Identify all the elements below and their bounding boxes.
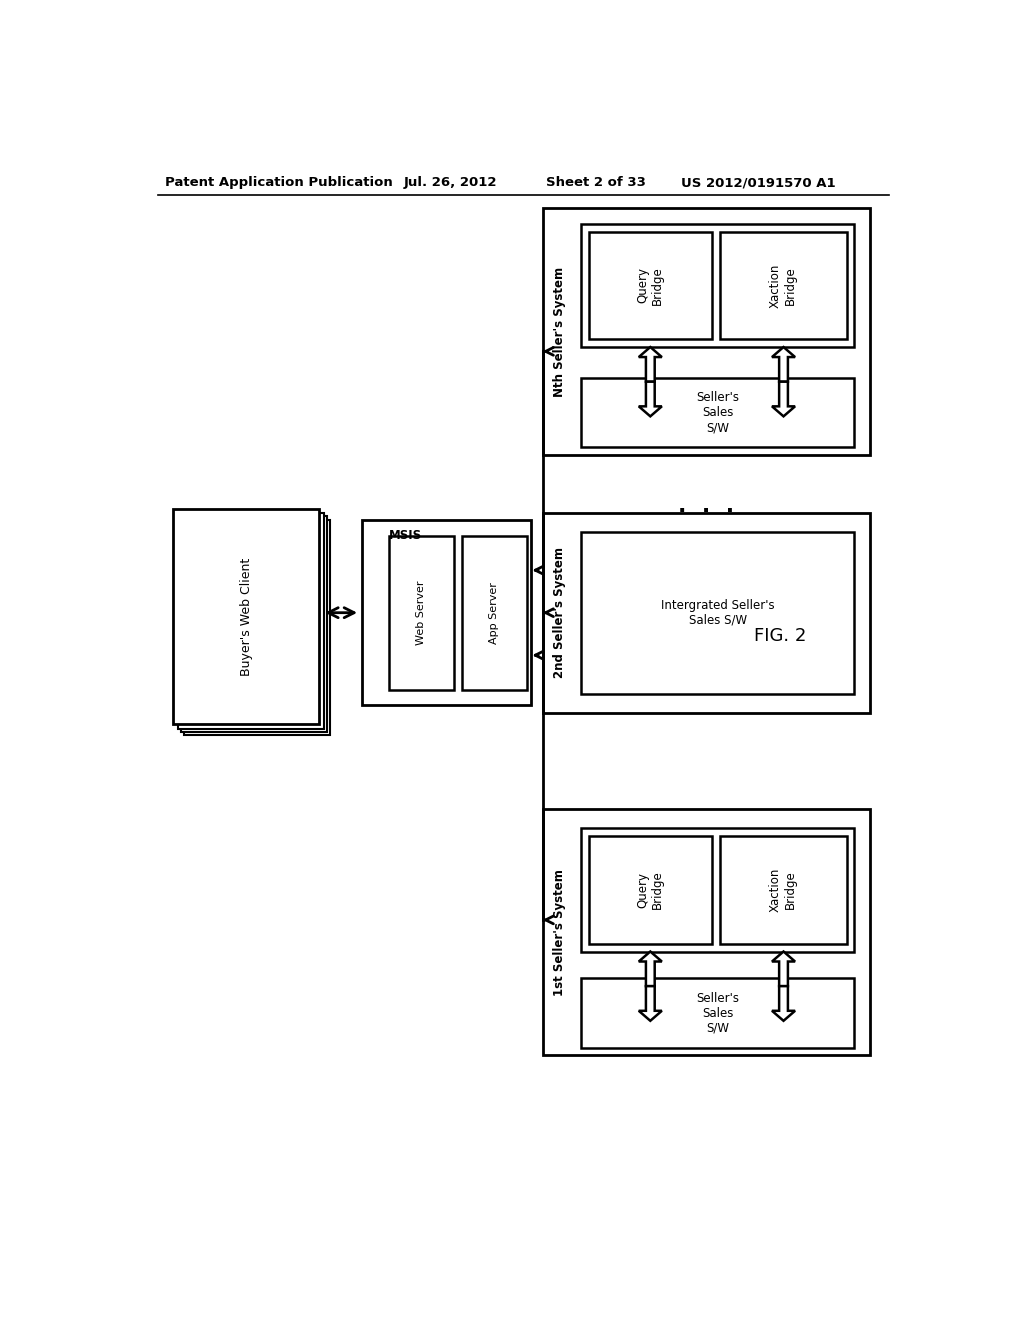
Text: Query
Bridge: Query Bridge <box>636 870 665 909</box>
Text: App Server: App Server <box>489 582 500 644</box>
FancyBboxPatch shape <box>543 209 869 455</box>
Text: US 2012/0191570 A1: US 2012/0191570 A1 <box>681 176 836 189</box>
Polygon shape <box>772 986 795 1020</box>
Text: Seller's
Sales
S/W: Seller's Sales S/W <box>696 991 739 1035</box>
FancyBboxPatch shape <box>183 520 330 735</box>
Text: Buyer's Web Client: Buyer's Web Client <box>240 557 253 676</box>
FancyBboxPatch shape <box>180 516 327 733</box>
Text: Nth Seller's System: Nth Seller's System <box>553 267 566 397</box>
FancyBboxPatch shape <box>543 809 869 1056</box>
Text: Patent Application Publication: Patent Application Publication <box>165 176 393 189</box>
Polygon shape <box>639 347 662 381</box>
FancyBboxPatch shape <box>581 532 854 693</box>
FancyBboxPatch shape <box>388 536 454 689</box>
FancyBboxPatch shape <box>720 231 847 339</box>
FancyBboxPatch shape <box>173 508 319 725</box>
Text: FIG. 2: FIG. 2 <box>755 627 807 644</box>
Text: ·  ·  ·: · · · <box>678 502 734 521</box>
Polygon shape <box>772 347 795 381</box>
Polygon shape <box>639 381 662 416</box>
Text: Xaction
Bridge: Xaction Bridge <box>769 867 797 912</box>
Text: Query
Bridge: Query Bridge <box>636 267 665 305</box>
Text: Jul. 26, 2012: Jul. 26, 2012 <box>403 176 498 189</box>
FancyBboxPatch shape <box>543 512 869 713</box>
Text: 1st Seller's System: 1st Seller's System <box>553 869 566 995</box>
FancyBboxPatch shape <box>462 536 527 689</box>
FancyBboxPatch shape <box>589 231 712 339</box>
FancyBboxPatch shape <box>581 378 854 447</box>
FancyBboxPatch shape <box>581 829 854 952</box>
FancyBboxPatch shape <box>589 836 712 944</box>
FancyBboxPatch shape <box>177 513 324 729</box>
FancyBboxPatch shape <box>361 520 531 705</box>
Polygon shape <box>639 986 662 1020</box>
Text: MSIS: MSIS <box>388 529 422 543</box>
Polygon shape <box>772 381 795 416</box>
FancyBboxPatch shape <box>581 224 854 347</box>
Text: 2nd Seller's System: 2nd Seller's System <box>553 548 566 678</box>
Polygon shape <box>639 952 662 986</box>
Text: Xaction
Bridge: Xaction Bridge <box>769 263 797 308</box>
FancyBboxPatch shape <box>581 978 854 1048</box>
Text: Intergrated Seller's
Sales S/W: Intergrated Seller's Sales S/W <box>660 599 774 627</box>
Polygon shape <box>772 952 795 986</box>
FancyBboxPatch shape <box>720 836 847 944</box>
Text: Web Server: Web Server <box>416 581 426 645</box>
Text: Seller's
Sales
S/W: Seller's Sales S/W <box>696 391 739 434</box>
Text: Sheet 2 of 33: Sheet 2 of 33 <box>547 176 646 189</box>
